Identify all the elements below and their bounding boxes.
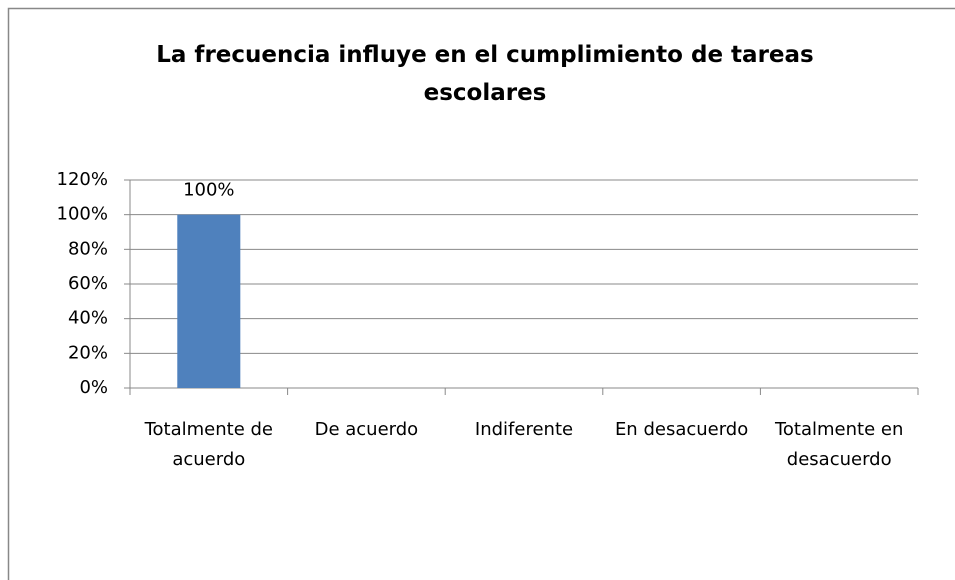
y-tick-label: 120% (57, 169, 108, 190)
chart-border (7, 7, 955, 580)
bar (177, 214, 241, 388)
y-tick-label: 80% (68, 238, 108, 259)
y-tick-label: 40% (68, 308, 108, 329)
chart-title: La frecuencia influye en el cumplimiento… (156, 42, 814, 106)
x-tick-label: En desacuerdo (614, 419, 749, 440)
y-tick-label: 20% (68, 342, 108, 363)
data-label: 100% (183, 180, 234, 201)
y-tick-label: 60% (68, 273, 108, 294)
x-tick-label: Indiferente (474, 419, 574, 440)
x-tick-label: Totalmente de acuerdo (144, 419, 273, 470)
x-tick-label: De acuerdo (314, 419, 419, 440)
x-tick-label: Totalmente en desacuerdo (774, 419, 904, 470)
y-tick-label: 100% (57, 204, 108, 225)
y-tick-label: 0% (79, 377, 108, 398)
